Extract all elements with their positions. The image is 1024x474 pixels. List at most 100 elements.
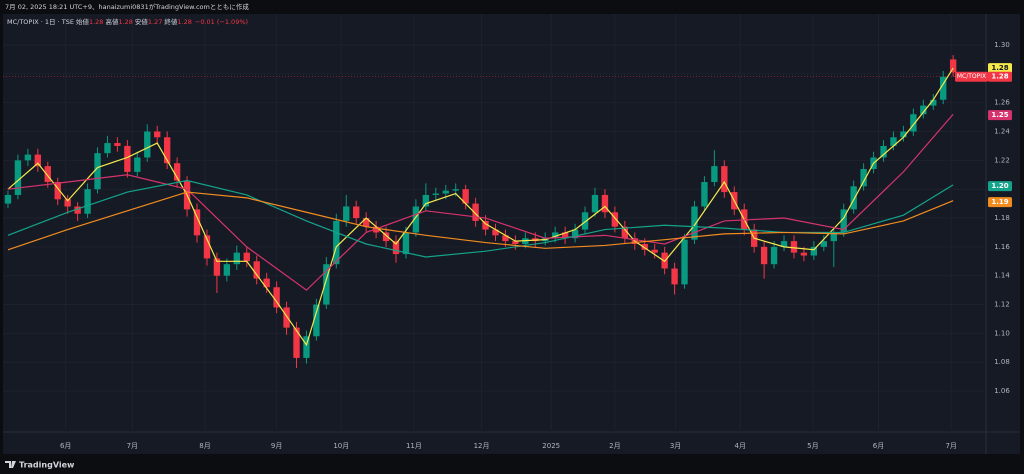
candle-body xyxy=(820,241,828,247)
y-tick-label: 1.24 xyxy=(994,128,1010,136)
candle xyxy=(850,180,857,214)
candle-body xyxy=(54,181,61,200)
y-tick-label: 1.22 xyxy=(994,156,1010,164)
candle-body xyxy=(94,153,101,190)
legend-field-value: 1.28 xyxy=(89,18,103,26)
candle xyxy=(949,55,957,77)
candle-body xyxy=(323,264,330,305)
candle xyxy=(651,243,658,259)
candle-body xyxy=(930,99,937,106)
candle xyxy=(770,241,778,269)
x-tick-label: 11月 xyxy=(406,442,422,450)
candle xyxy=(840,203,847,237)
legend-field-label: 始値 xyxy=(76,17,90,26)
candle-body xyxy=(581,212,589,230)
candle xyxy=(790,235,798,259)
candle-body xyxy=(691,206,698,240)
last-price-badge xyxy=(988,71,1012,82)
candle xyxy=(223,258,231,282)
candle xyxy=(124,140,131,178)
candle xyxy=(333,213,340,269)
candle xyxy=(84,183,91,219)
candle-body xyxy=(671,268,678,285)
y-tick-label: 1.14 xyxy=(994,272,1010,280)
legend-field-label: 高値 xyxy=(105,17,119,26)
candle-body xyxy=(402,232,410,255)
candle-body xyxy=(353,206,360,219)
candle-body xyxy=(382,232,390,242)
candle-body xyxy=(173,163,181,181)
y-tick-label: 1.10 xyxy=(994,329,1010,337)
candle-body xyxy=(492,229,499,236)
candle xyxy=(263,272,270,294)
y-tick-label: 1.08 xyxy=(994,358,1010,366)
candle xyxy=(621,220,629,244)
candle xyxy=(472,197,479,227)
candle-body xyxy=(940,76,947,100)
candle-body xyxy=(233,252,240,265)
candle-body xyxy=(641,243,648,250)
candle xyxy=(721,160,728,198)
candle xyxy=(303,330,310,364)
candle xyxy=(930,94,937,110)
candle-body xyxy=(611,212,619,227)
candle-body xyxy=(552,232,559,239)
legend-field-label: 安値 xyxy=(135,17,149,26)
chart-pane xyxy=(3,14,1020,454)
candle-body xyxy=(283,307,290,328)
candle-body xyxy=(880,145,887,158)
price-badge-label: 1.28 xyxy=(991,64,1008,72)
x-tick-label: 7月 xyxy=(945,442,956,450)
candle-body xyxy=(213,258,221,276)
x-tick-label: 4月 xyxy=(735,442,746,450)
candle xyxy=(323,256,330,309)
y-tick-label: 1.12 xyxy=(994,301,1010,309)
candle-body xyxy=(154,131,161,138)
candle-body xyxy=(163,137,171,164)
candle-body xyxy=(432,193,439,195)
candle xyxy=(163,131,171,170)
candle-body xyxy=(134,157,141,172)
candle-body xyxy=(561,232,569,239)
candle-body xyxy=(840,209,847,233)
candle-body xyxy=(253,261,260,279)
candle xyxy=(760,241,768,279)
candle-body xyxy=(243,252,250,262)
candle-body xyxy=(860,169,867,187)
legend-field-value: 1.27 xyxy=(148,18,162,26)
candle-body xyxy=(472,203,479,221)
candle xyxy=(810,241,818,260)
candle-body xyxy=(810,246,818,256)
y-tick-label: 1.26 xyxy=(994,99,1010,107)
caption: 7月 02, 2025 18:21 UTC+9、hanaizumi0831がTr… xyxy=(5,2,249,11)
legend-field-value: 1.28 xyxy=(118,18,132,26)
candle-body xyxy=(114,143,121,146)
candle xyxy=(193,203,201,243)
candle-body xyxy=(263,278,270,288)
candle xyxy=(64,194,71,214)
brand: TradingView xyxy=(19,461,75,470)
candle-body xyxy=(621,226,629,239)
candle xyxy=(890,131,897,151)
candle-body xyxy=(422,194,430,207)
candle xyxy=(273,281,280,314)
candle-body xyxy=(193,209,201,236)
candle-body xyxy=(512,241,519,244)
y-tick-label: 1.16 xyxy=(994,243,1010,251)
candle-body xyxy=(890,137,897,146)
candle xyxy=(203,229,211,266)
x-tick-label: 6月 xyxy=(60,442,71,450)
candle-body xyxy=(949,59,957,73)
candle-body xyxy=(223,264,231,276)
price-badge xyxy=(988,110,1012,121)
candle-body xyxy=(104,143,111,154)
candle xyxy=(571,223,579,243)
candle xyxy=(940,70,947,105)
legend-change: −0.01 (−1.09%) xyxy=(195,18,248,26)
candle xyxy=(253,255,260,285)
candle-body xyxy=(74,206,81,214)
candle xyxy=(900,125,907,142)
candle-body xyxy=(830,232,837,242)
candle-body xyxy=(343,206,350,221)
price-badge-label: 1.25 xyxy=(991,111,1008,119)
